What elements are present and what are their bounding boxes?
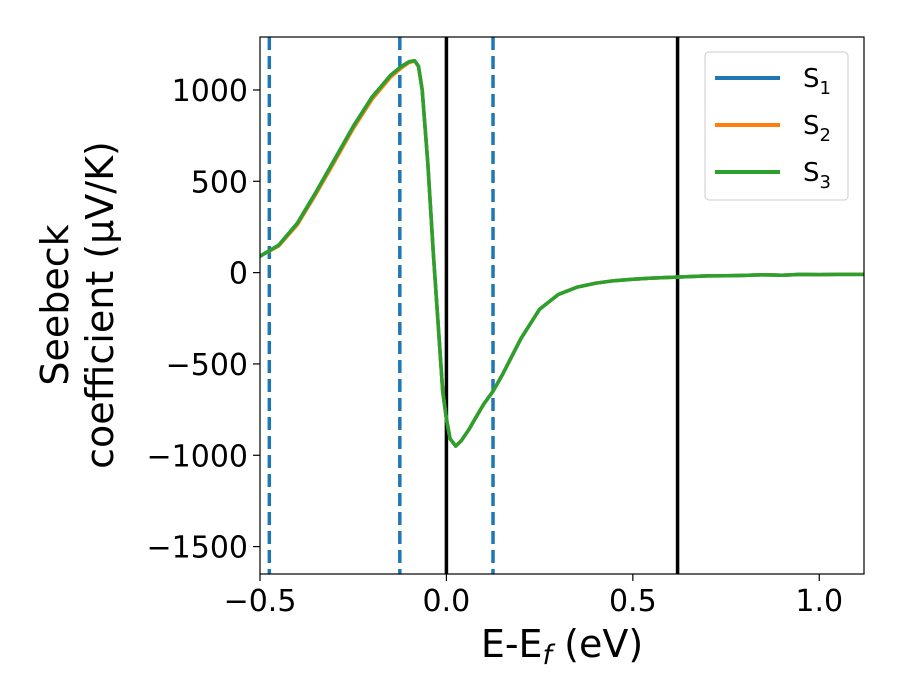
y-tick-label: 1000 xyxy=(172,74,248,109)
y-tick-label: −1000 xyxy=(147,439,248,474)
legend-label-S2: S2 xyxy=(803,111,831,146)
legend-label-S3: S3 xyxy=(803,158,831,193)
y-axis-label: Seebeck coefficient (μV/K) xyxy=(33,141,122,469)
y-tick-label: 500 xyxy=(191,165,248,200)
legend-label-S1: S1 xyxy=(803,64,831,99)
x-axis-label: E-Ef (eV) xyxy=(481,622,643,671)
legend: S1 S2 S3 xyxy=(704,51,849,201)
y-tick-label: 0 xyxy=(229,257,248,292)
x-tick-label: 0.5 xyxy=(609,584,657,619)
x-tick-label: 0.0 xyxy=(423,584,471,619)
y-axis-ticks: −1500 −1000 −500 0 500 1000 xyxy=(147,74,260,566)
plot-frame xyxy=(259,36,865,575)
svg-text:coefficient (μV/K): coefficient (μV/K) xyxy=(78,141,122,469)
reference-lines xyxy=(267,37,680,574)
x-axis-ticks: −0.5 0.0 0.5 1.0 xyxy=(224,574,843,619)
y-tick-label: −500 xyxy=(166,348,248,383)
series-lines xyxy=(260,58,864,448)
x-tick-label: 1.0 xyxy=(795,584,843,619)
x-tick-label: −0.5 xyxy=(224,584,297,619)
svg-text:Seebeck: Seebeck xyxy=(33,224,77,385)
series-line-S3 xyxy=(260,58,864,448)
y-tick-label: −1500 xyxy=(147,531,248,566)
